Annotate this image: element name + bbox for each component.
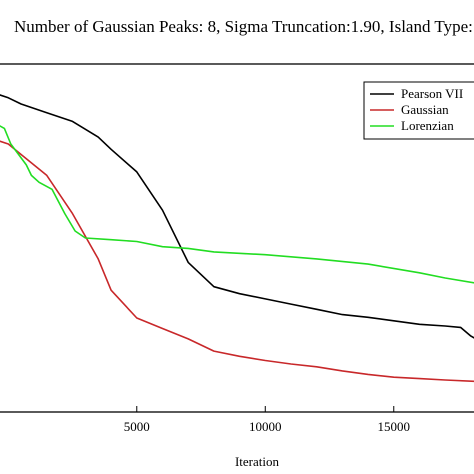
legend-label-gaussian: Gaussian bbox=[401, 102, 449, 117]
x-tick-label: 15000 bbox=[378, 419, 411, 434]
series-line-pearson-vii bbox=[0, 94, 474, 339]
x-tick-label: 5000 bbox=[124, 419, 150, 434]
x-tick-label: 10000 bbox=[249, 419, 282, 434]
legend: Pearson VII Gaussian Lorenzian bbox=[363, 81, 474, 140]
x-axis-ticks: 5000 10000 15000 bbox=[124, 406, 410, 434]
series-layer bbox=[0, 94, 474, 383]
legend-label-lorenzian: Lorenzian bbox=[401, 118, 454, 133]
series-line-lorenzian bbox=[0, 125, 474, 284]
series-line-gaussian bbox=[0, 140, 474, 383]
legend-label-pearson: Pearson VII bbox=[401, 86, 463, 101]
plot-frame bbox=[0, 63, 474, 413]
x-axis-label: Iteration bbox=[235, 454, 280, 469]
chart-title: Number of Gaussian Peaks: 8, Sigma Trunc… bbox=[14, 17, 474, 36]
